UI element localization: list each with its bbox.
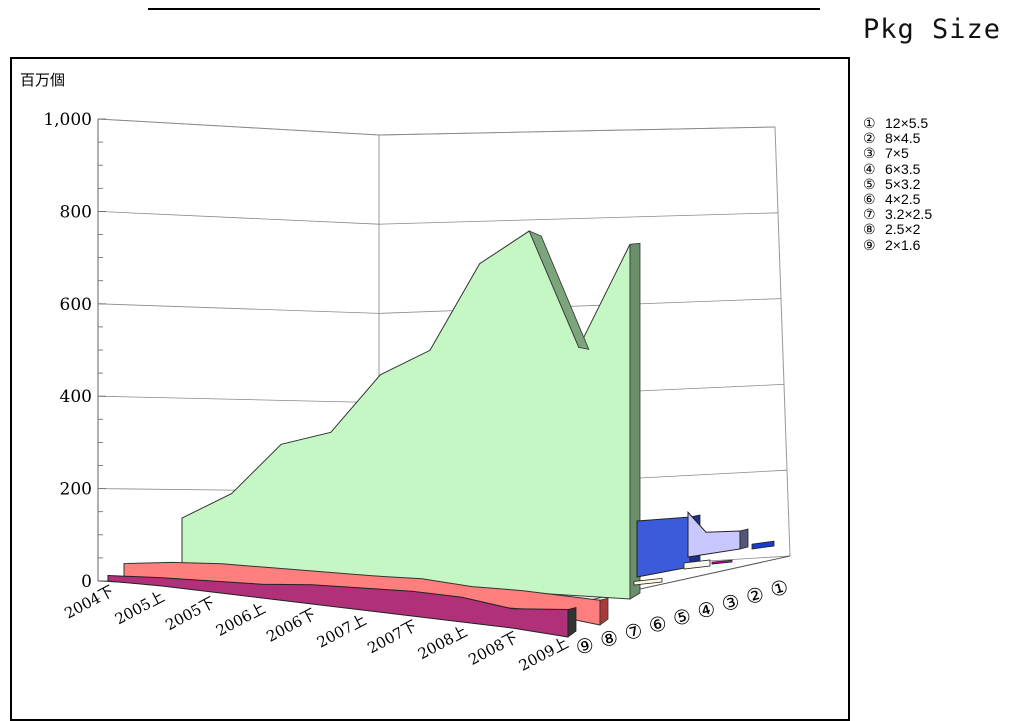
x-tick-label: 2007上 (314, 611, 369, 652)
legend-item: ⑨ 2×1.6 (863, 236, 932, 253)
legend-marker: ③ (863, 145, 876, 162)
legend-item: ⑤ 5×3.2 (863, 175, 932, 192)
legend-item: ⑧ 2.5×2 (863, 222, 932, 237)
depth-axis-label: ⑨ (573, 632, 597, 660)
x-tick-label: 2005上 (112, 587, 167, 628)
legend-label: 12×5.5 (885, 115, 929, 131)
y-tick-label: 400 (60, 387, 92, 407)
header-rule (148, 8, 820, 10)
legend-marker: ⑦ (863, 206, 876, 223)
legend-item: ⑥ 4×2.5 (863, 191, 932, 208)
legend-label: 4×2.5 (885, 191, 921, 208)
legend-item: ③ 7×5 (863, 146, 932, 161)
y-axis-title: 百万個 (20, 71, 65, 89)
legend-marker: ⑧ (863, 221, 876, 238)
legend-marker: ⑥ (863, 191, 876, 208)
series-area-6 (636, 516, 691, 578)
chart-frame: 0 200 400 600 800 1,000 百万個 2004下 2005上 2005下 2006… (10, 57, 850, 721)
legend-item: ② 8×4.5 (863, 131, 932, 146)
legend-label: 2.5×2 (885, 221, 921, 238)
series-area-8-ridge (528, 230, 590, 350)
legend-label: 5×3.2 (885, 175, 921, 192)
legend-label: 3.2×2.5 (885, 206, 933, 223)
series-area-8 (181, 230, 631, 600)
legend-item: ④ 6×3.5 (863, 160, 932, 177)
legend-label: 2×1.6 (885, 236, 921, 253)
back-wall-top-edge (97, 118, 776, 136)
y-tick-label: 1,000 (43, 110, 92, 130)
series-area-2 (751, 540, 775, 550)
depth-axis-label: ② (743, 582, 767, 610)
x-tick-label: 2007下 (364, 616, 419, 657)
legend-label: 6×3.5 (885, 160, 921, 177)
legend-marker: ① (863, 115, 876, 131)
series-area-3 (711, 559, 733, 565)
legend-item: ⑦ 3.2×2.5 (863, 207, 932, 222)
back-wall-right-edge (774, 126, 791, 557)
legend-marker: ⑨ (863, 236, 876, 253)
legend-marker: ④ (863, 160, 876, 177)
depth-axis-label: ④ (695, 596, 719, 624)
y-tick-label: 0 (81, 572, 92, 592)
series-front-band-endcap (567, 606, 577, 638)
x-tick-label: 2009上 (516, 634, 571, 675)
depth-axis-label: ⑦ (622, 618, 646, 646)
gridline-4 (97, 211, 779, 225)
gridline-5 (97, 118, 776, 136)
legend-item: ① 12×5.5 (863, 115, 932, 131)
series-area-9-endcap (599, 597, 609, 626)
x-tick-label: 2008下 (465, 628, 520, 669)
legend-label: 8×4.5 (885, 130, 921, 147)
legend-marker: ② (863, 130, 876, 147)
series-area-4-endcap (739, 528, 749, 550)
series-area-8-endcap (629, 242, 641, 600)
x-tick-label: 2005下 (162, 593, 217, 634)
gridline-3 (97, 298, 782, 314)
page-caption: Pkg Size (862, 14, 1001, 45)
depth-axis-label: ③ (719, 589, 743, 617)
depth-axis-label: ⑧ (597, 625, 621, 653)
depth-axis-label: ⑤ (670, 603, 694, 631)
y-tick-label: 600 (60, 295, 92, 315)
y-tick-label: 200 (60, 480, 92, 500)
series-area-5 (683, 559, 711, 570)
y-tick-label: 800 (60, 202, 92, 222)
legend-label: 7×5 (885, 145, 909, 162)
legend-marker: ⑤ (863, 175, 876, 192)
depth-axis-label: ① (767, 574, 791, 602)
x-tick-label: 2008上 (415, 622, 470, 663)
depth-axis-label: ⑥ (646, 610, 670, 638)
area-chart-3d: 02004006008001,000百万個2004下2005上2005下2006… (20, 71, 791, 675)
series-area-7 (633, 577, 663, 586)
x-tick-label: 2006上 (213, 599, 268, 640)
chart-legend: ① 12×5.5 ② 8×4.5 ③ 7×5 ④ 6×3.5 ⑤ 5×3.2 ⑥ 4×2.5 ⑦ 3.2×… (863, 115, 932, 253)
x-tick-label: 2006下 (263, 605, 318, 646)
